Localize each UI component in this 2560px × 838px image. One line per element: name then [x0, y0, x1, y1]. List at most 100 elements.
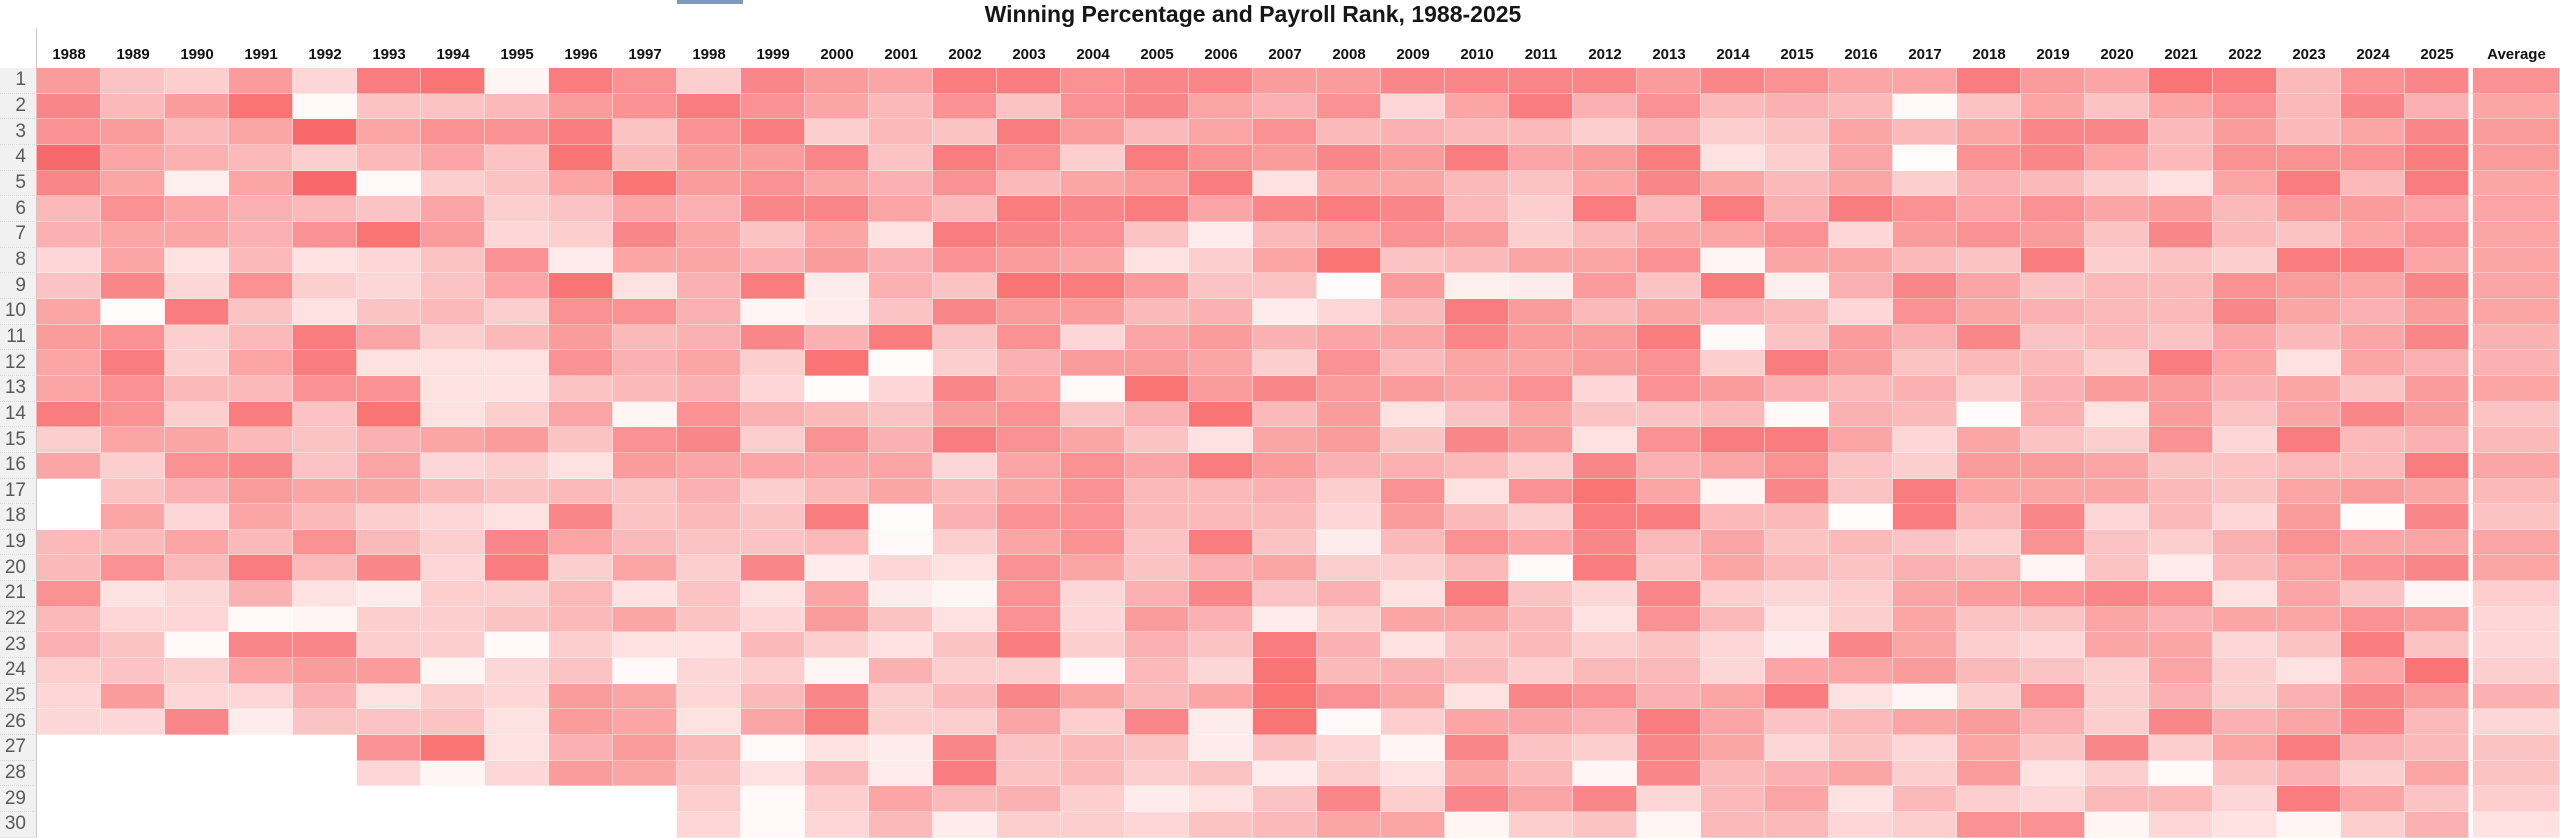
heatmap-cell [2469, 375, 2560, 402]
heatmap-cell [549, 324, 613, 351]
heatmap-cell [357, 555, 421, 582]
heatmap-cell [1189, 555, 1253, 582]
heatmap-cell [229, 119, 293, 145]
heatmap-cell [2021, 119, 2085, 145]
heatmap-cell [1637, 375, 1701, 402]
heatmap-cell [2021, 786, 2085, 813]
heatmap-cell [1637, 606, 1701, 633]
heatmap-cell [1701, 119, 1765, 145]
heatmap-cell [2405, 529, 2469, 556]
heatmap-cell [1573, 555, 1637, 582]
heatmap-cell [101, 144, 165, 171]
heatmap-cell [2469, 504, 2560, 530]
heatmap-cell [869, 504, 933, 530]
heatmap-cell [2341, 632, 2405, 659]
heatmap-cell [805, 119, 869, 145]
col-header-1995: 1995 [485, 28, 549, 68]
row-label: 10 [0, 298, 37, 325]
heatmap-cell [2341, 93, 2405, 120]
heatmap-cell [1317, 529, 1381, 556]
heatmap-cell [2405, 658, 2469, 684]
heatmap-cell [293, 401, 357, 428]
heatmap-cell [741, 247, 805, 274]
heatmap-cell [2021, 68, 2085, 94]
heatmap-cell [421, 452, 485, 479]
heatmap-cell [37, 709, 101, 736]
heatmap-cell [1509, 247, 1573, 274]
heatmap-cell [2341, 427, 2405, 453]
heatmap-cell [101, 221, 165, 248]
heatmap-cell [997, 247, 1061, 274]
heatmap-cell [1445, 221, 1509, 248]
heatmap-cell [1765, 119, 1829, 145]
heatmap-cell [1765, 401, 1829, 428]
heatmap-cell [357, 529, 421, 556]
heatmap-cell [2277, 504, 2341, 530]
heatmap-cell [37, 504, 101, 530]
heatmap-cell [1573, 683, 1637, 710]
heatmap-cell [1445, 68, 1509, 94]
heatmap-cell [1829, 683, 1893, 710]
heatmap-cell [741, 273, 805, 299]
heatmap-cell [869, 452, 933, 479]
heatmap-cell [549, 632, 613, 659]
heatmap-cell [2149, 581, 2213, 607]
heatmap-cell [2021, 632, 2085, 659]
heatmap-cell [933, 581, 997, 607]
heatmap-cell [997, 812, 1061, 838]
heatmap-cell [1701, 581, 1765, 607]
col-header-1997: 1997 [613, 28, 677, 68]
heatmap-cell [1125, 683, 1189, 710]
heatmap-cell [1893, 427, 1957, 453]
heatmap-cell [1957, 632, 2021, 659]
heatmap-cell [869, 735, 933, 761]
heatmap-cell [997, 93, 1061, 120]
heatmap-cell [485, 658, 549, 684]
heatmap-cell [2341, 529, 2405, 556]
heatmap-cell [293, 119, 357, 145]
heatmap-cell [1125, 427, 1189, 453]
heatmap-cell [2085, 735, 2149, 761]
heatmap-cell [2213, 375, 2277, 402]
heatmap-cell [741, 375, 805, 402]
heatmap-cell [2341, 375, 2405, 402]
heatmap-cell [1765, 658, 1829, 684]
heatmap-cell [2469, 683, 2560, 710]
heatmap-cell [37, 196, 101, 222]
heatmap-cell [2405, 247, 2469, 274]
heatmap-cell [549, 658, 613, 684]
heatmap-cell [1445, 658, 1509, 684]
heatmap-cell [2085, 324, 2149, 351]
heatmap-cell [2277, 760, 2341, 787]
row-label: 11 [0, 324, 37, 351]
heatmap-cell [1125, 581, 1189, 607]
heatmap-cell [2469, 324, 2560, 351]
heatmap-cell [613, 632, 677, 659]
col-header-2004: 2004 [1061, 28, 1125, 68]
heatmap-cell [1317, 375, 1381, 402]
heatmap-cell [229, 427, 293, 453]
heatmap-cell [421, 555, 485, 582]
heatmap-cell [1253, 427, 1317, 453]
heatmap-cell [229, 504, 293, 530]
heatmap-cell [1573, 273, 1637, 299]
heatmap-cell [1317, 170, 1381, 197]
heatmap-cell [2085, 93, 2149, 120]
heatmap-cell [1381, 735, 1445, 761]
heatmap-cell [2277, 812, 2341, 838]
row-label: 13 [0, 375, 37, 402]
heatmap-cell [2021, 658, 2085, 684]
heatmap-cell [1637, 221, 1701, 248]
heatmap-cell [2469, 68, 2560, 94]
heatmap-cell [165, 760, 229, 787]
heatmap-cell [357, 786, 421, 813]
heatmap-cell [2405, 709, 2469, 736]
heatmap-cell [677, 760, 741, 787]
heatmap-cell [677, 452, 741, 479]
heatmap-cell [2341, 401, 2405, 428]
heatmap-cell [2405, 555, 2469, 582]
heatmap-cell [1829, 119, 1893, 145]
heatmap-cell [613, 221, 677, 248]
heatmap-cell [2341, 273, 2405, 299]
heatmap-cell [933, 529, 997, 556]
